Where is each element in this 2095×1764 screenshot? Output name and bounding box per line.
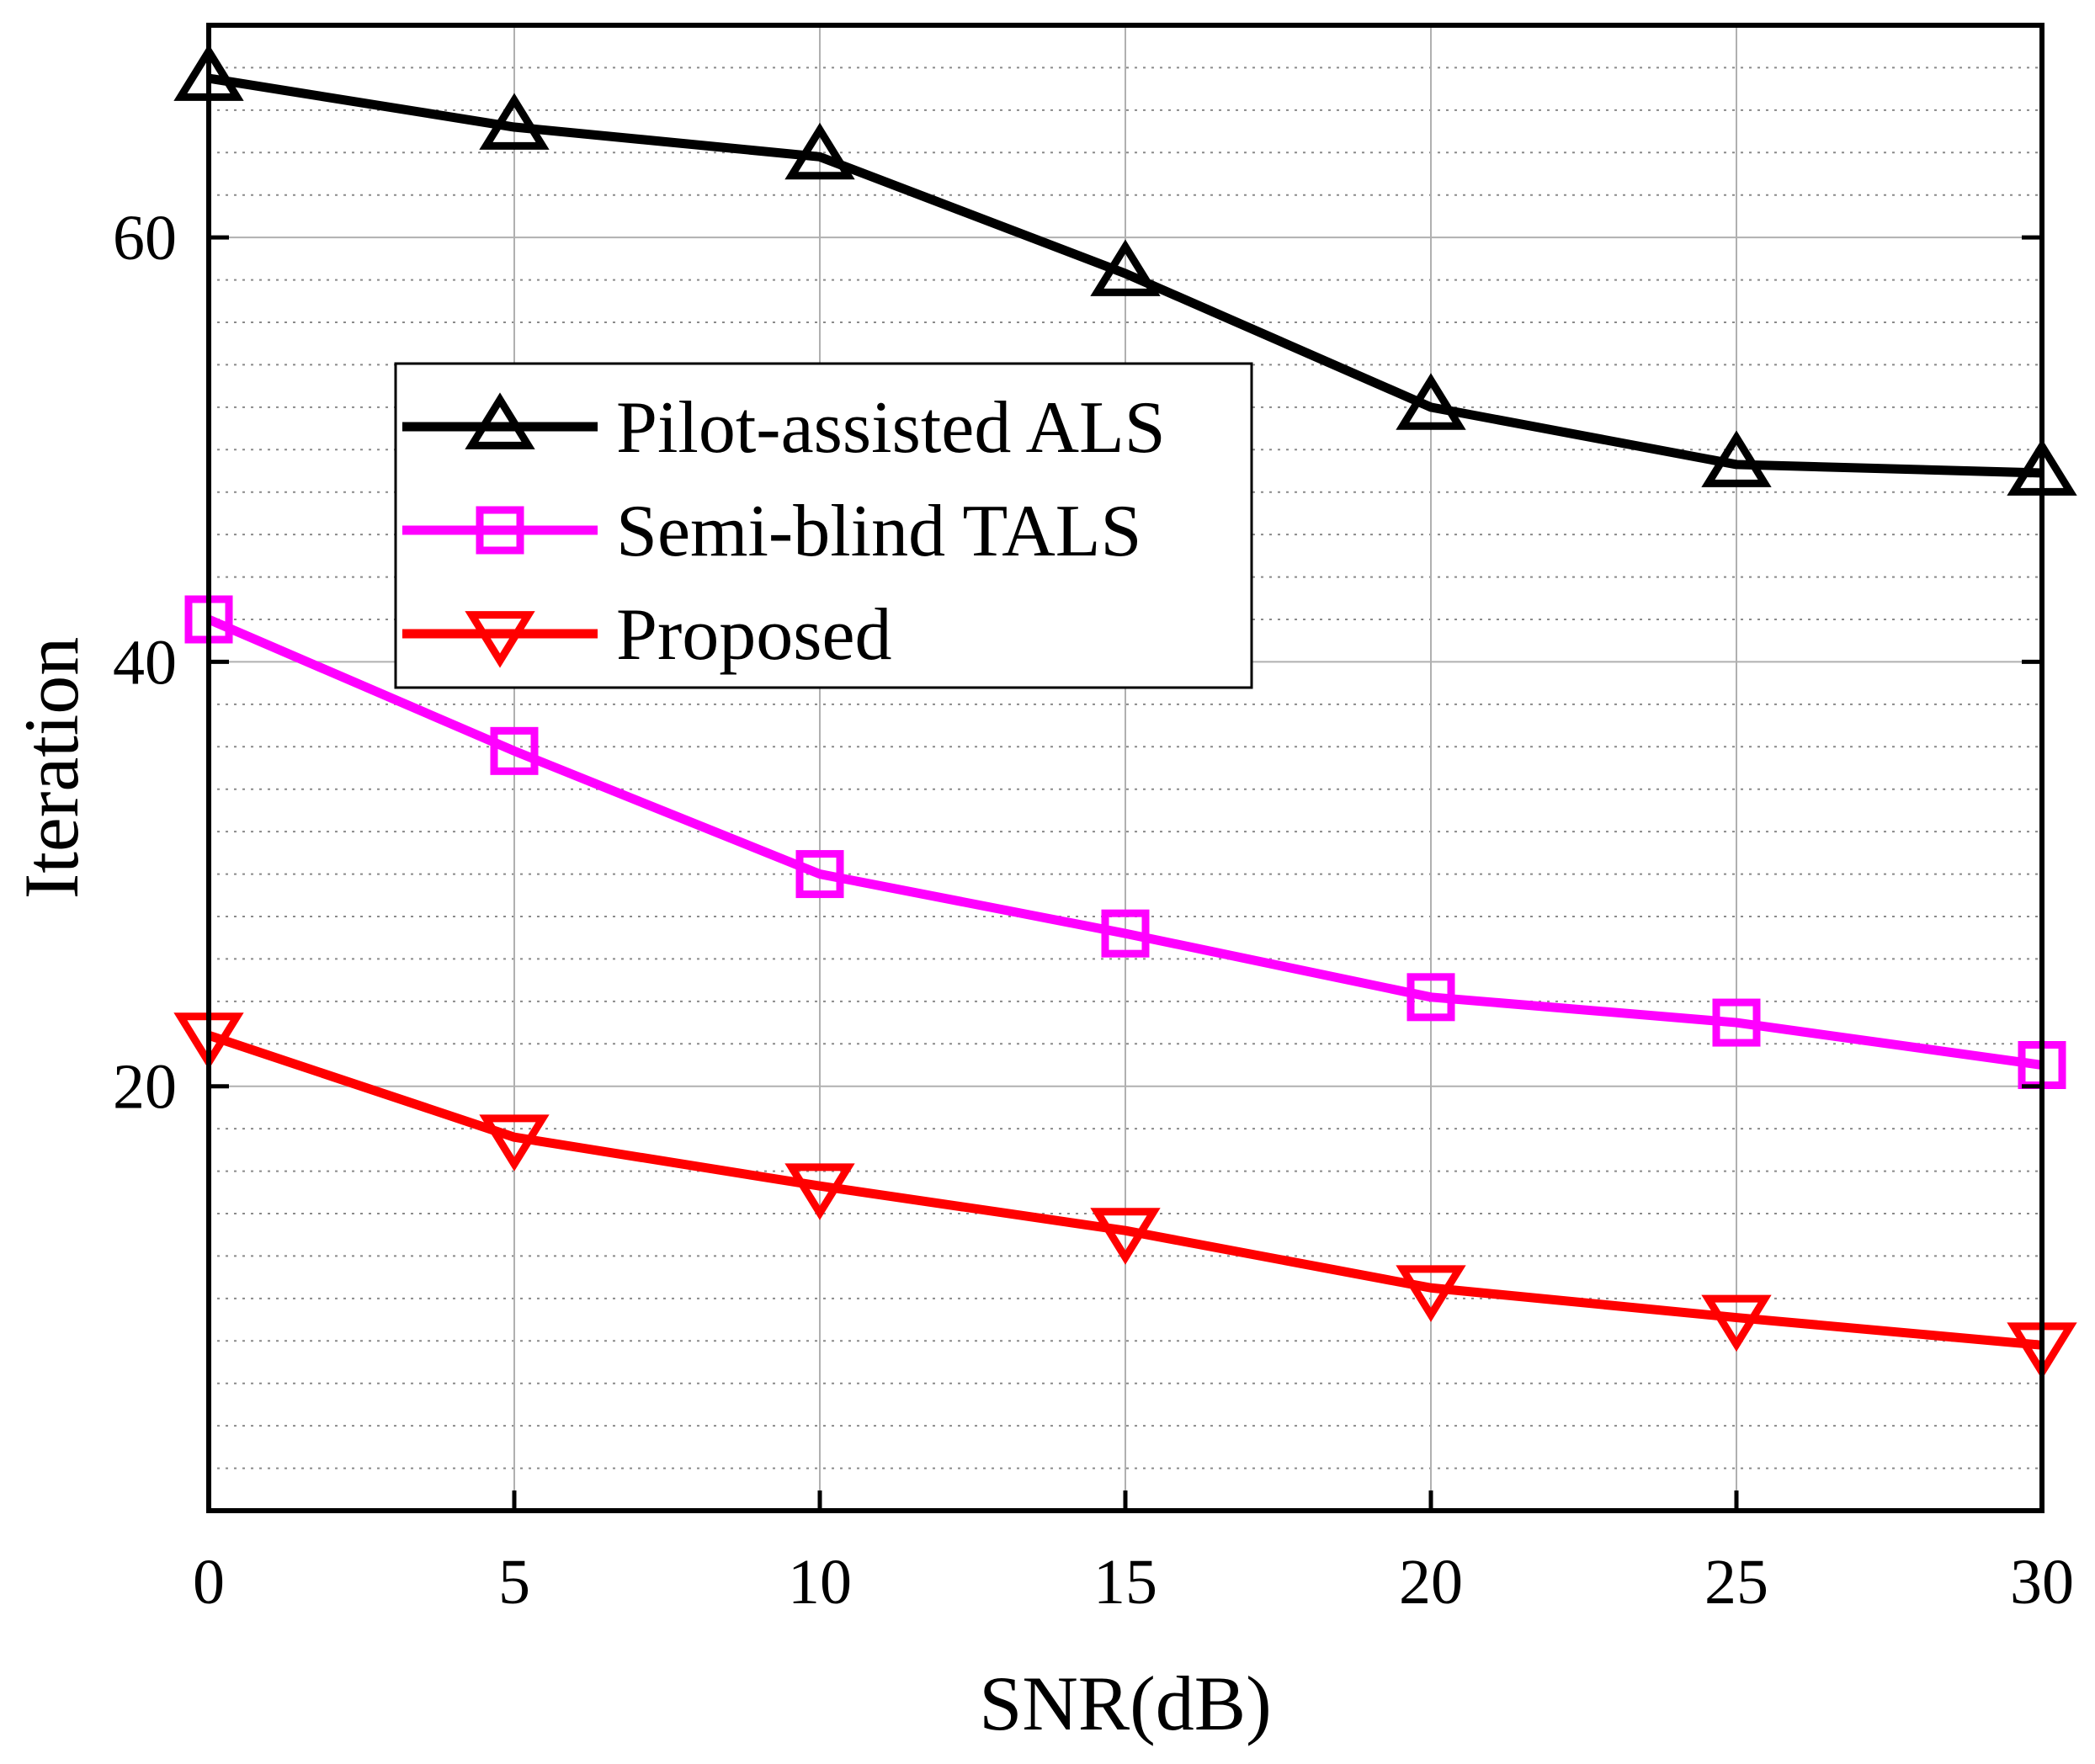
series-line — [207, 1030, 2043, 1350]
tick-labels: 0 5 10 15 20 25 30 20 40 60 — [113, 203, 2074, 1618]
x-tick-label: 10 — [788, 1547, 852, 1618]
data-point — [784, 122, 855, 180]
data-point — [479, 1114, 550, 1172]
legend: Pilot-assisted ALS Semi-blind TALS Propose… — [394, 362, 1253, 689]
data-point — [795, 850, 844, 899]
legend-entry: Semi-blind TALS — [402, 491, 1141, 572]
data-point — [1406, 973, 1455, 1022]
series-line — [208, 73, 2043, 478]
ticks — [206, 235, 2044, 1511]
data-point — [490, 726, 539, 775]
data-point — [1101, 909, 1150, 958]
legend-marker — [476, 506, 524, 555]
legend-label: Semi-blind TALS — [616, 491, 1141, 572]
series-line — [206, 614, 2043, 1070]
series-layer — [173, 44, 2077, 1379]
data-point — [784, 1163, 855, 1220]
legend-marker — [465, 392, 535, 449]
x-tick-label: 0 — [193, 1547, 225, 1618]
data-point — [1090, 1208, 1161, 1265]
y-axis-label: Iteration — [8, 637, 94, 900]
data-point — [1701, 430, 1772, 487]
y-tick-label: 20 — [113, 1052, 177, 1123]
y-tick-label: 60 — [113, 203, 177, 274]
data-point — [1396, 1265, 1466, 1322]
legend-entry: Pilot-assisted ALS — [402, 387, 1166, 469]
data-point — [1090, 239, 1161, 296]
data-point — [1396, 373, 1466, 430]
legend-label: Proposed — [616, 594, 892, 676]
data-point — [1712, 998, 1761, 1047]
series-proposed — [173, 1012, 2077, 1379]
legend-entry: Proposed — [402, 594, 892, 676]
series-pilot-assisted-als — [173, 44, 2077, 496]
x-tick-label: 25 — [1704, 1547, 1768, 1618]
x-tick-label: 20 — [1399, 1547, 1463, 1618]
x-tick-label: 5 — [498, 1547, 530, 1618]
legend-label: Pilot-assisted ALS — [616, 387, 1166, 469]
x-tick-label: 15 — [1093, 1547, 1157, 1618]
legend-marker — [465, 611, 535, 668]
x-axis-label: SNR(dB) — [979, 1660, 1272, 1746]
y-tick-label: 40 — [113, 627, 177, 698]
data-point — [479, 93, 550, 150]
data-point — [1701, 1294, 1772, 1352]
x-tick-label: 30 — [2010, 1547, 2074, 1618]
